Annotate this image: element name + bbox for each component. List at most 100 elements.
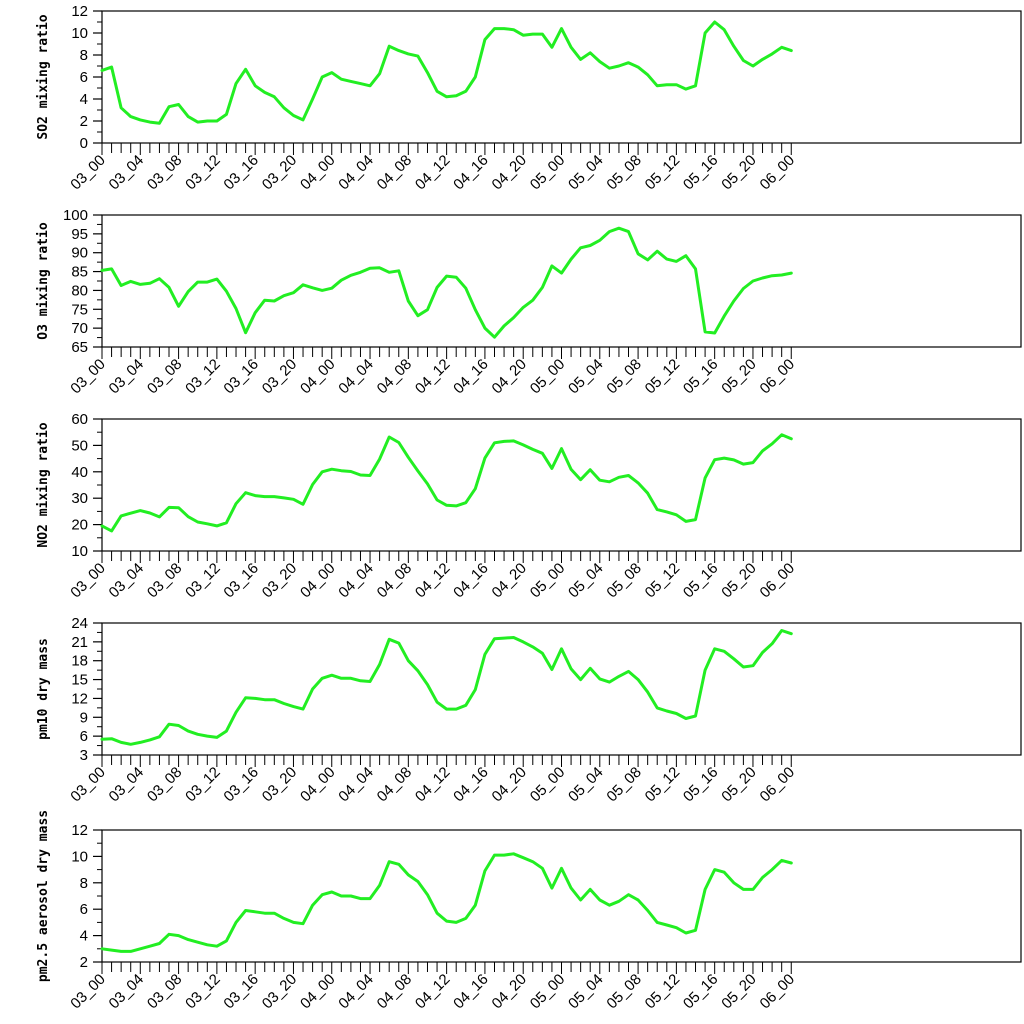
- x-tick-label: 05_12: [642, 356, 684, 398]
- x-tick-label: 03_04: [106, 356, 148, 398]
- x-tick-label: 04_08: [374, 560, 416, 602]
- x-tick-label: 05_12: [642, 152, 684, 194]
- x-tick-label: 04_00: [297, 764, 339, 806]
- pm25-panel: 2468101203_0003_0403_0803_1203_1603_2004…: [36, 810, 1022, 1013]
- y-tick-label: 65: [71, 339, 88, 356]
- x-tick-label: 03_00: [67, 560, 109, 602]
- series-line: [100, 629, 793, 746]
- y-tick-label: 10: [71, 848, 88, 865]
- x-tick-label: 05_08: [603, 152, 645, 194]
- y-tick-label: 9: [80, 709, 88, 726]
- x-tick-label: 06_00: [757, 764, 799, 806]
- x-tick-label: 06_00: [757, 152, 799, 194]
- y-tick-label: 50: [71, 437, 88, 454]
- x-tick-label: 03_20: [259, 971, 301, 1013]
- y-tick-label: 2: [80, 954, 88, 971]
- y-tick-label: 100: [63, 207, 88, 224]
- y-tick-label: 40: [71, 464, 88, 481]
- x-tick-label: 04_12: [412, 356, 454, 398]
- plot-frame: [101, 829, 1022, 963]
- x-tick-label: 04_08: [374, 971, 416, 1013]
- x-tick-label: 04_12: [412, 971, 454, 1013]
- x-tick-label: 05_08: [603, 560, 645, 602]
- x-tick-label: 03_08: [144, 356, 186, 398]
- x-tick-label: 04_16: [450, 764, 492, 806]
- x-tick-label: 03_04: [106, 152, 148, 194]
- x-tick-label: 04_04: [335, 152, 377, 194]
- x-tick-label: 04_04: [335, 560, 377, 602]
- x-tick-label: 04_08: [374, 152, 416, 194]
- x-tick-label: 03_08: [144, 764, 186, 806]
- x-tick-label: 03_16: [220, 560, 262, 602]
- y-tick-label: 21: [71, 634, 88, 651]
- x-tick-label: 05_00: [527, 560, 569, 602]
- so2-panel: 02468101203_0003_0403_0803_1203_1603_200…: [36, 3, 1022, 194]
- x-tick-label: 03_12: [182, 152, 224, 194]
- x-tick-label: 06_00: [757, 356, 799, 398]
- x-tick-label: 04_20: [489, 560, 531, 602]
- x-tick-label: 04_00: [297, 152, 339, 194]
- x-tick-label: 04_08: [374, 764, 416, 806]
- y-axis-label: SO2 mixing ratio: [36, 14, 51, 139]
- x-tick-label: 03_08: [144, 971, 186, 1013]
- x-tick-label: 05_00: [527, 356, 569, 398]
- x-tick-label: 06_00: [757, 560, 799, 602]
- x-tick-label: 04_00: [297, 971, 339, 1013]
- y-tick-label: 0: [80, 135, 88, 152]
- series-line: [100, 226, 793, 339]
- x-tick-label: 05_08: [603, 971, 645, 1013]
- y-tick-label: 95: [71, 226, 88, 243]
- x-tick-label: 06_00: [757, 971, 799, 1013]
- x-tick-label: 05_04: [565, 764, 607, 806]
- x-tick-label: 03_08: [144, 560, 186, 602]
- x-tick-label: 03_00: [67, 356, 109, 398]
- y-axis-label: NO2 mixing ratio: [36, 422, 51, 547]
- x-tick-label: 05_08: [603, 764, 645, 806]
- y-tick-label: 80: [71, 282, 88, 299]
- series-line: [100, 20, 793, 125]
- y-tick-label: 15: [71, 672, 88, 689]
- o3-panel: 6570758085909510003_0003_0403_0803_1203_…: [36, 207, 1022, 398]
- y-tick-label: 60: [71, 411, 88, 428]
- x-tick-label: 05_20: [718, 152, 760, 194]
- y-tick-label: 10: [71, 543, 88, 560]
- y-tick-label: 18: [71, 653, 88, 670]
- x-tick-label: 04_20: [489, 764, 531, 806]
- no2-panel: 10 20 30 40 50 60 03_0003_0403_0803_1203_1603_…: [36, 411, 1022, 602]
- x-tick-label: 05_12: [642, 764, 684, 806]
- x-tick-label: 03_00: [67, 971, 109, 1013]
- x-tick-label: 03_20: [259, 356, 301, 398]
- x-tick-label: 05_12: [642, 560, 684, 602]
- x-tick-label: 05_16: [680, 560, 722, 602]
- x-tick-label: 03_00: [67, 764, 109, 806]
- x-tick-label: 04_00: [297, 356, 339, 398]
- y-axis-label: O3 mixing ratio: [36, 222, 51, 340]
- x-tick-label: 05_16: [680, 971, 722, 1013]
- y-tick-label: 24: [71, 615, 88, 632]
- series-line: [100, 852, 793, 953]
- y-tick-label: 90: [71, 245, 88, 262]
- y-tick-label: 6: [80, 728, 88, 745]
- x-tick-label: 05_20: [718, 764, 760, 806]
- x-tick-label: 05_04: [565, 356, 607, 398]
- x-tick-label: 03_12: [182, 971, 224, 1013]
- y-axis-label: pm10 dry mass: [36, 638, 51, 740]
- x-tick-label: 05_20: [718, 971, 760, 1013]
- plot-frame: [101, 418, 1022, 552]
- y-tick-label: 8: [80, 875, 88, 892]
- y-axis-label: pm2.5 aerosol dry mass: [36, 810, 51, 982]
- x-tick-label: 05_08: [603, 356, 645, 398]
- x-tick-label: 05_00: [527, 764, 569, 806]
- x-tick-label: 03_20: [259, 560, 301, 602]
- y-tick-label: 30: [71, 490, 88, 507]
- x-tick-label: 05_00: [527, 152, 569, 194]
- y-tick-label: 4: [80, 91, 88, 108]
- x-tick-label: 05_04: [565, 971, 607, 1013]
- x-tick-label: 05_16: [680, 152, 722, 194]
- x-tick-label: 04_20: [489, 971, 531, 1013]
- x-tick-label: 03_00: [67, 152, 109, 194]
- x-tick-label: 05_16: [680, 764, 722, 806]
- y-tick-label: 12: [71, 3, 88, 20]
- x-tick-label: 03_16: [220, 152, 262, 194]
